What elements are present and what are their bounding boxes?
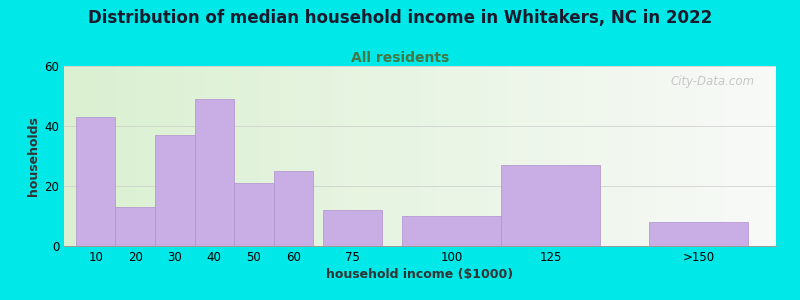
Bar [650, 222, 748, 246]
Bar [194, 99, 234, 246]
Bar [234, 183, 274, 246]
Bar [274, 171, 314, 246]
Bar [323, 210, 382, 246]
Bar [115, 207, 155, 246]
X-axis label: household income ($1000): household income ($1000) [326, 268, 514, 281]
Bar [76, 117, 115, 246]
Bar [155, 135, 194, 246]
Text: Distribution of median household income in Whitakers, NC in 2022: Distribution of median household income … [88, 9, 712, 27]
Bar [402, 216, 501, 246]
Text: City-Data.com: City-Data.com [670, 75, 754, 88]
Y-axis label: households: households [27, 116, 40, 196]
Bar [501, 165, 600, 246]
Text: All residents: All residents [351, 51, 449, 65]
